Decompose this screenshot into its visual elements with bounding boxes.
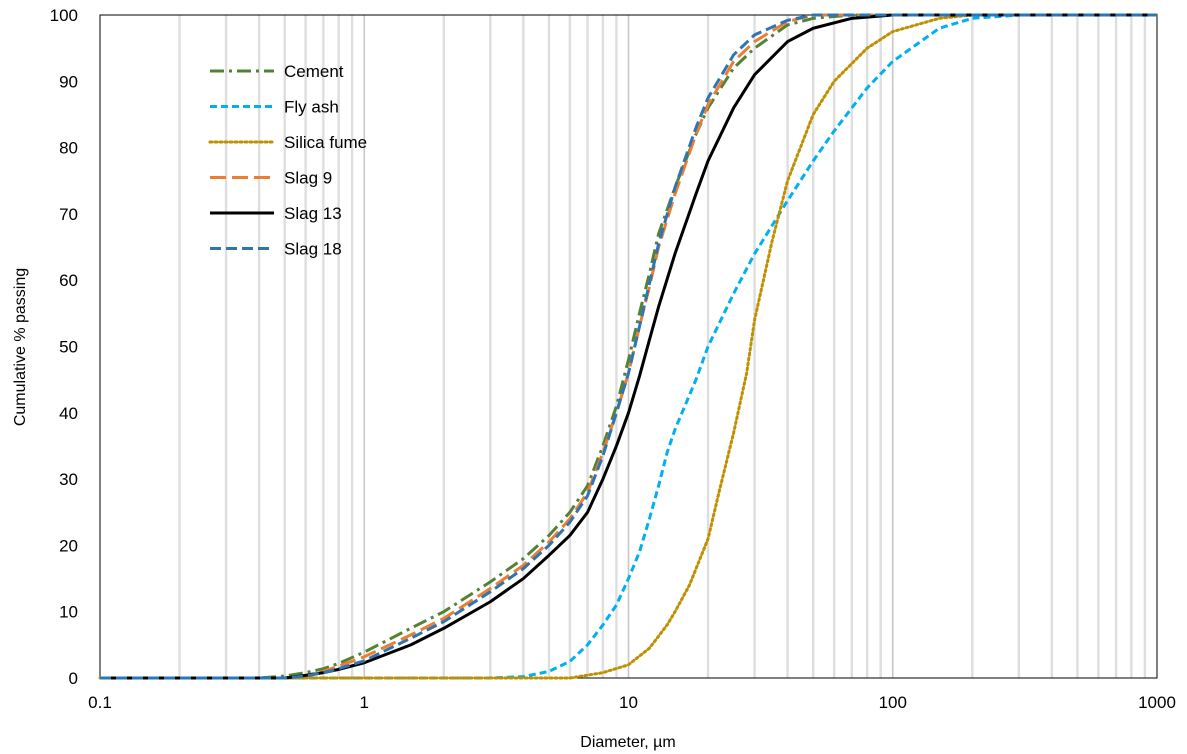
- series-line-fly-ash: [100, 13, 1157, 680]
- x-axis-tick-labels: 0.1 1 10 100 1000: [88, 693, 1176, 712]
- y-tick-label: 30: [59, 470, 78, 489]
- x-tick-label: 1: [360, 693, 369, 712]
- y-tick-label: 90: [59, 72, 78, 91]
- x-tick-label: 10: [619, 693, 638, 712]
- legend-label: Fly ash: [284, 98, 339, 117]
- series-line-silica-fume: [98, 13, 1159, 680]
- y-tick-label: 70: [59, 205, 78, 224]
- legend-label: Slag 9: [284, 169, 332, 188]
- y-tick-label: 20: [59, 536, 78, 555]
- legend-label: Slag 18: [284, 240, 342, 259]
- legend-label: Cement: [284, 62, 344, 81]
- y-axis-title: Cumulative % passing: [12, 268, 29, 426]
- legend-label: Silica fume: [284, 133, 367, 152]
- y-tick-label: 10: [59, 603, 78, 622]
- legend-label: Slag 13: [284, 204, 342, 223]
- y-tick-label: 100: [50, 6, 78, 25]
- y-tick-label: 50: [59, 338, 78, 357]
- series-line-cement: [100, 13, 1157, 680]
- y-tick-label: 80: [59, 139, 78, 158]
- plot-area-frame: [99, 14, 1158, 679]
- series-line-slag-18: [100, 13, 1157, 680]
- legend: Cement Fly ash Silica fume Slag 9 Slag 13 Sla…: [208, 62, 367, 259]
- y-tick-label: 40: [59, 404, 78, 423]
- x-axis-title: Diameter, µm: [580, 734, 675, 751]
- y-axis-tick-labels: 0 10 20 30 40 50 60 70 80 90 100: [50, 6, 78, 688]
- series-line-slag-9: [100, 13, 1157, 680]
- x-tick-label: 0.1: [88, 693, 112, 712]
- x-tick-label: 1000: [1138, 693, 1176, 712]
- y-tick-label: 60: [59, 271, 78, 290]
- data-series: [98, 13, 1159, 680]
- y-tick-label: 0: [69, 669, 78, 688]
- x-tick-label: 100: [879, 693, 907, 712]
- grid-lines: [178, 15, 1147, 678]
